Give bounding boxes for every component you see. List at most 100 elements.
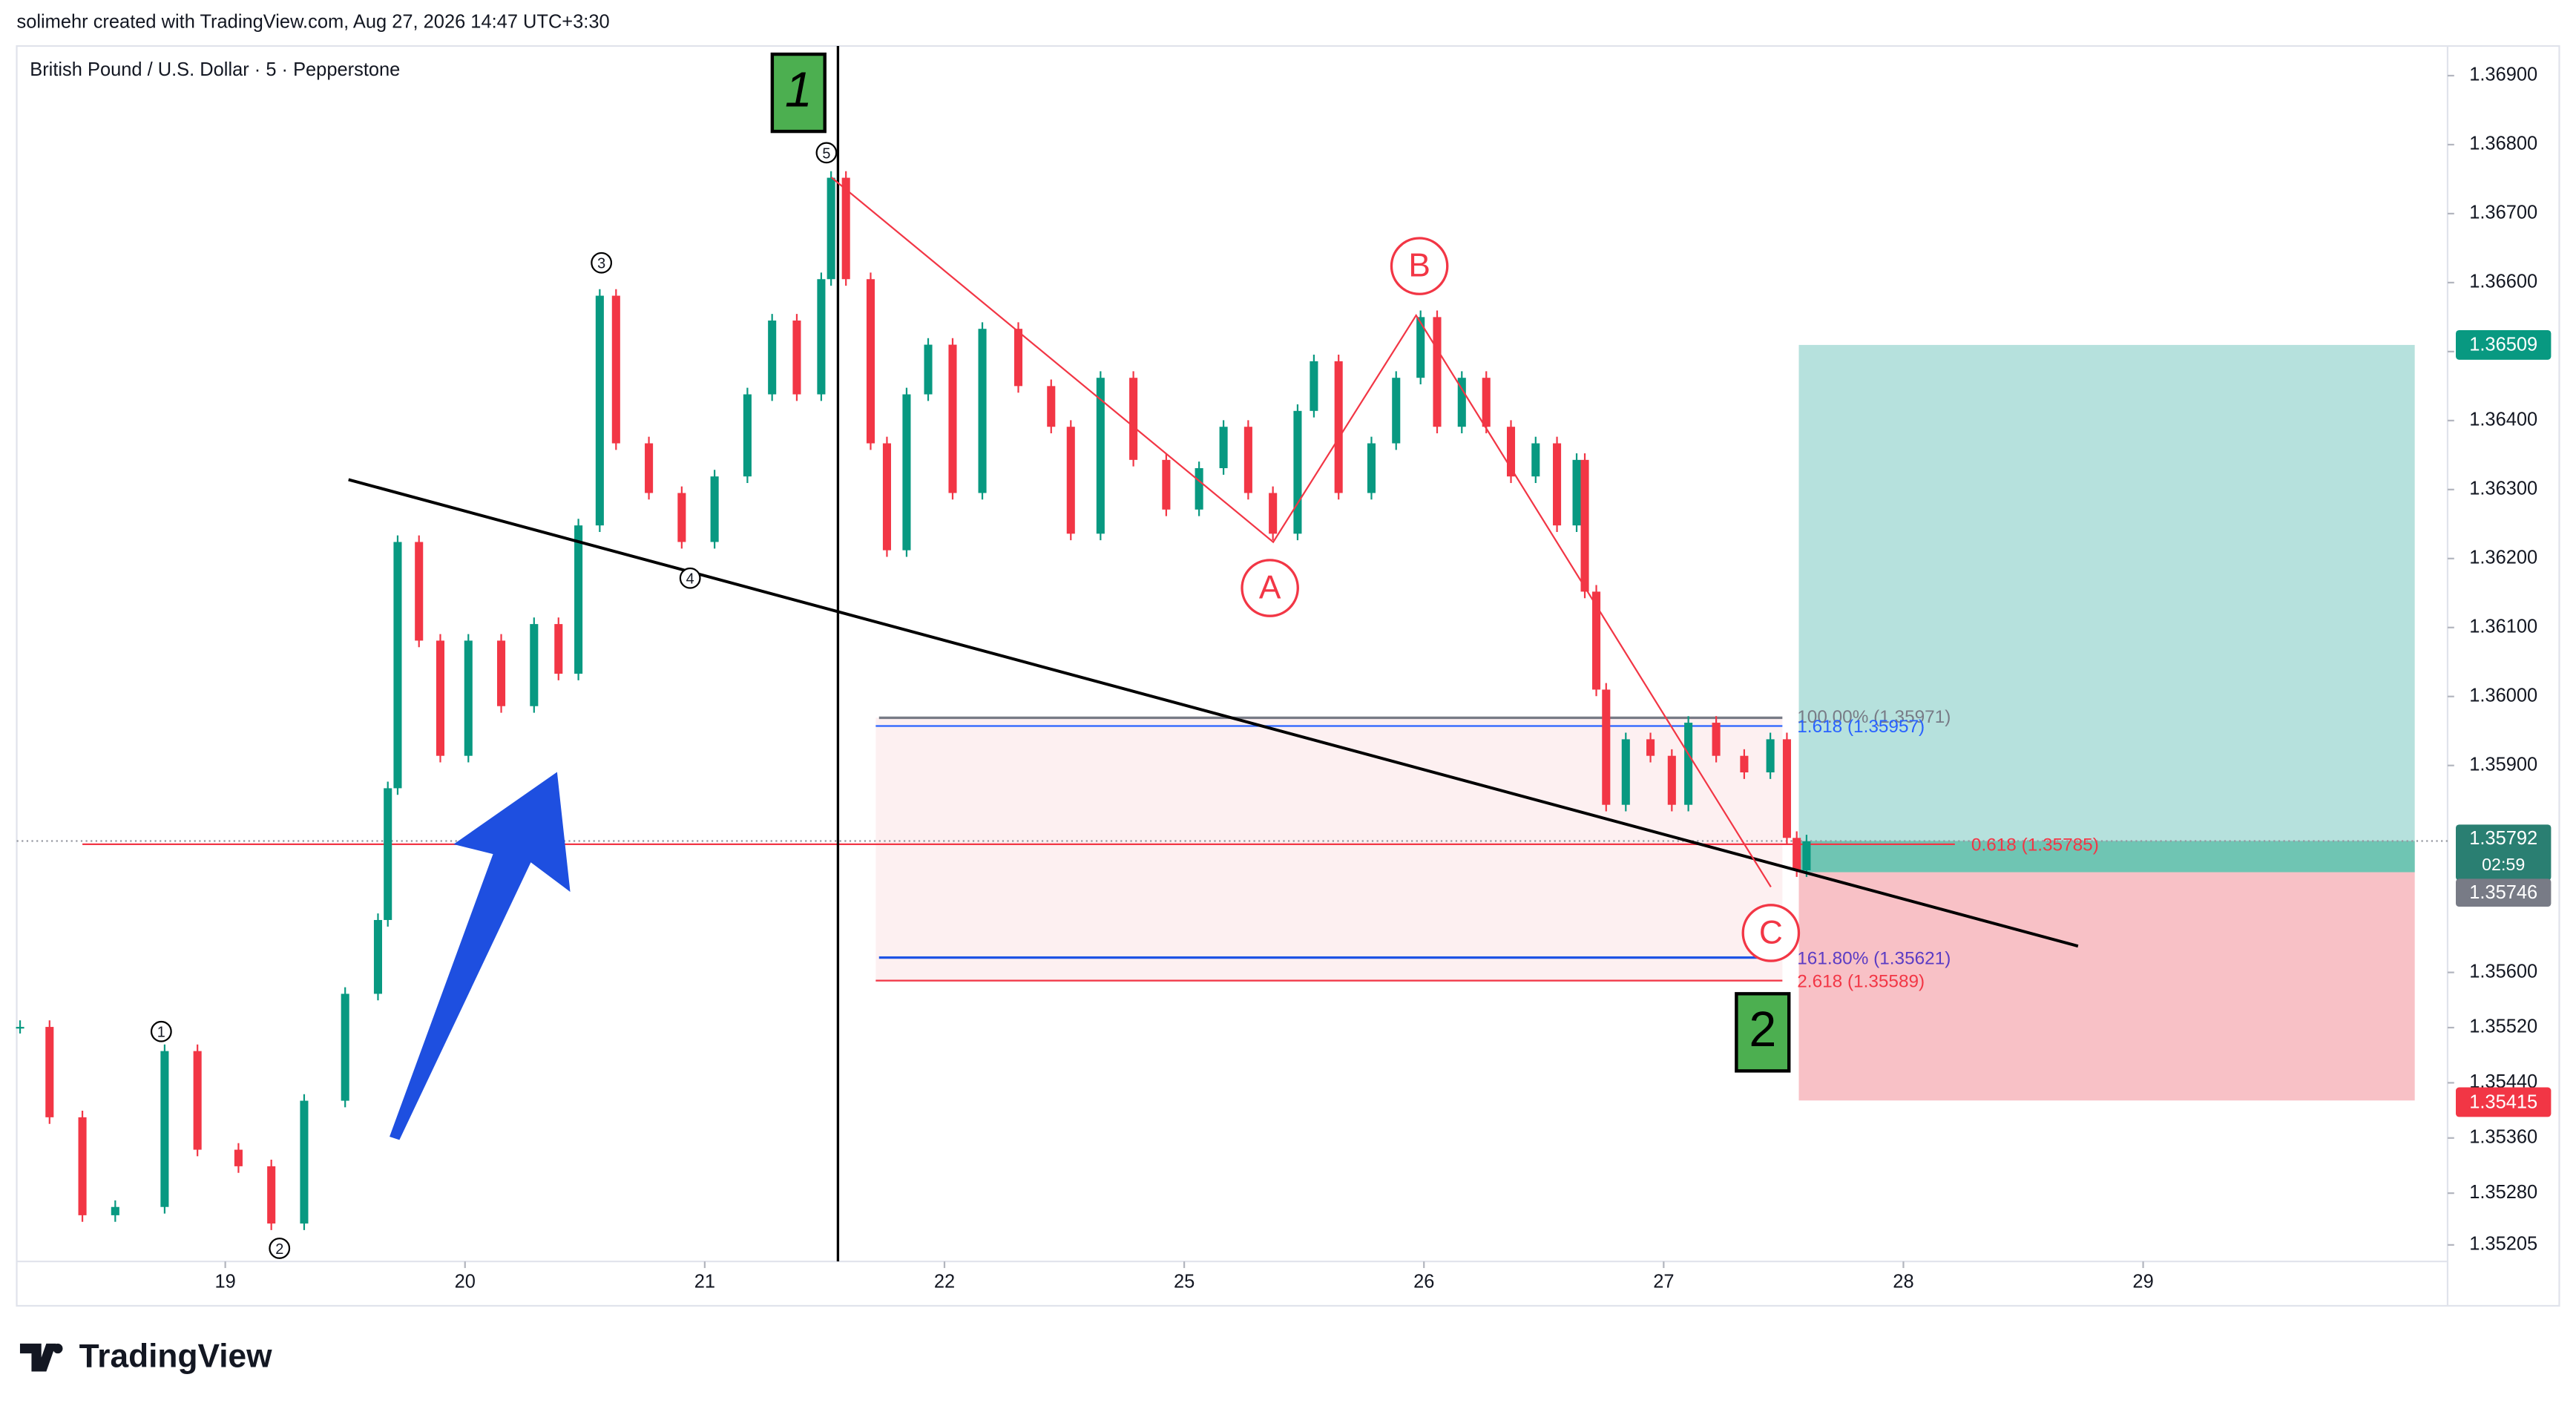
- abc-circle: [1741, 904, 1801, 962]
- wave-label: 2: [275, 1241, 283, 1258]
- candle: [373, 919, 383, 994]
- y-tick-label: 1.35520: [2469, 1016, 2537, 1037]
- candle: [1310, 361, 1318, 411]
- entry-badge: [2456, 878, 2552, 907]
- y-tick-label: 1.36200: [2469, 548, 2537, 568]
- candle: [530, 624, 539, 706]
- logo-dot: [53, 1343, 63, 1354]
- candle: [574, 525, 583, 674]
- logo-icon: [19, 1343, 56, 1372]
- candle: [595, 295, 604, 526]
- wave-circle: [815, 142, 838, 164]
- y-tick-label: 1.36400: [2469, 410, 2537, 430]
- candle: [341, 993, 349, 1101]
- fib-label: 2.618 (1.35589): [1797, 971, 1925, 991]
- y-tick-label: 1.36800: [2469, 134, 2537, 154]
- candle: [1531, 443, 1540, 477]
- candle: [384, 788, 392, 920]
- candle: [1684, 723, 1693, 805]
- candle: [1416, 317, 1425, 378]
- axes: 1.369001.368001.367001.366001.365001.364…: [214, 65, 2537, 1292]
- x-tick-label: 20: [455, 1272, 476, 1292]
- degree-box: [770, 52, 827, 134]
- x-tick-label: 22: [934, 1272, 955, 1292]
- candle: [768, 321, 777, 395]
- candle: [1506, 427, 1516, 477]
- candle: [611, 295, 620, 444]
- countdown: 02:59: [2482, 855, 2525, 874]
- candle: [1457, 378, 1466, 427]
- candle: [267, 1166, 276, 1224]
- wave-labels: 1 2 3 4 5: [150, 142, 838, 1259]
- degree-label: 2: [1749, 1002, 1776, 1057]
- candle: [902, 394, 911, 551]
- candle: [1269, 493, 1278, 534]
- credit: solimehr created with TradingView.com, A…: [17, 12, 610, 33]
- candle: [1066, 427, 1075, 534]
- candle: [1793, 838, 1801, 871]
- candle: [1047, 386, 1056, 427]
- x-tick-label: 25: [1174, 1272, 1195, 1292]
- candle: [1602, 689, 1611, 805]
- abc-circle: [1241, 559, 1299, 617]
- candle: [924, 344, 933, 395]
- candle: [1766, 739, 1775, 773]
- candle: [1646, 739, 1655, 756]
- y-tick-label: 1.35205: [2469, 1234, 2537, 1255]
- x-tick-label: 19: [214, 1272, 235, 1292]
- y-tick-label: 1.36000: [2469, 685, 2537, 706]
- x-tick-label: 27: [1653, 1272, 1674, 1292]
- fib-label: 161.80% (1.35621): [1797, 948, 1951, 968]
- candle: [1553, 443, 1562, 526]
- candle: [1712, 723, 1721, 756]
- abc-labels: A B C: [1241, 237, 1801, 962]
- candle: [1293, 410, 1302, 534]
- candle: [436, 640, 445, 756]
- candle: [45, 1027, 54, 1117]
- x-tick-label: 21: [694, 1272, 715, 1292]
- candle: [1433, 317, 1442, 427]
- candle: [1592, 591, 1601, 690]
- candle: [645, 443, 654, 493]
- candle: [1013, 329, 1023, 387]
- candle: [1580, 459, 1589, 592]
- y-tick-label: 1.35360: [2469, 1126, 2537, 1147]
- stop-badge: [2456, 1087, 2552, 1117]
- candle: [1334, 361, 1343, 493]
- candle: [16, 1027, 24, 1029]
- wave-label: 5: [822, 145, 830, 162]
- wave-circle: [150, 1020, 172, 1042]
- degree-label: 1: [785, 63, 812, 118]
- candle: [948, 344, 957, 493]
- candle: [1802, 841, 1811, 871]
- target-price: 1.36509: [2469, 335, 2537, 355]
- wave-circle: [679, 567, 701, 589]
- candle: [1243, 427, 1252, 493]
- fib-label: 100.00% (1.35971): [1797, 707, 1951, 727]
- loss-zone: [1798, 872, 2415, 1101]
- y-tick-label: 1.36900: [2469, 65, 2537, 85]
- wave-circle: [591, 252, 613, 274]
- y-tick-label: 1.36700: [2469, 203, 2537, 223]
- candle: [743, 394, 752, 477]
- last-price: 1.35792: [2469, 828, 2537, 849]
- candle: [841, 177, 850, 280]
- fib-label: 1.618 (1.35957): [1797, 717, 1925, 737]
- candle: [866, 279, 875, 444]
- candle: [393, 542, 402, 789]
- candle: [300, 1100, 309, 1224]
- wave-label: 1: [157, 1025, 165, 1041]
- fib-label: 0.618 (1.35785): [1971, 835, 2099, 855]
- candle: [111, 1206, 119, 1215]
- entry-price: 1.35746: [2469, 882, 2537, 903]
- wave-label: 3: [597, 256, 605, 272]
- candle: [464, 640, 473, 756]
- abc-circle: [1390, 237, 1449, 295]
- x-tick-label: 29: [2132, 1272, 2153, 1292]
- degree-box: [1735, 992, 1791, 1073]
- candle: [792, 321, 801, 395]
- last-badge: [2456, 824, 2552, 881]
- candle: [1367, 443, 1376, 493]
